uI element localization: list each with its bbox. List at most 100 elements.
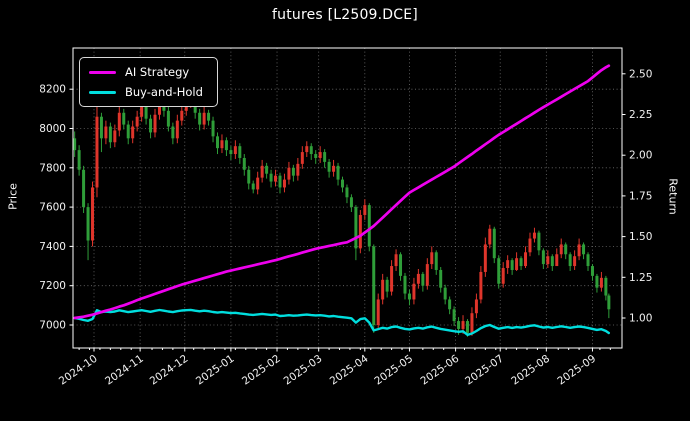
month-tick-label: 2025-01 [194, 353, 237, 388]
month-tick-label: 2025-05 [372, 353, 415, 388]
candle-body [358, 214, 362, 249]
price-tick-label: 7800 [39, 162, 66, 174]
candle-body [117, 112, 121, 131]
candle-body [573, 256, 577, 267]
candle-body [582, 244, 586, 255]
candle-body [416, 273, 420, 284]
legend-label-buy-and-hold: Buy-and-Hold [125, 85, 203, 99]
candle-body [448, 299, 452, 310]
candle-body [390, 266, 394, 292]
month-tick-label: 2025-04 [328, 352, 371, 387]
plot-frame [72, 47, 623, 349]
candle-body [126, 124, 130, 139]
candle-body [82, 169, 86, 208]
candle-body [434, 252, 438, 270]
candle-body [108, 126, 112, 143]
month-tick-label: 2025-08 [509, 353, 552, 388]
candle-body [470, 313, 474, 333]
candle-body [506, 260, 510, 269]
candle-body [492, 228, 496, 259]
candle-body [122, 112, 126, 125]
candle-body [354, 207, 358, 249]
candle-body [586, 254, 590, 267]
candle-body [229, 150, 233, 155]
candle-body [104, 126, 108, 139]
candle-body [282, 179, 286, 188]
ai-strategy-line-swatch [89, 70, 116, 74]
candle-body [546, 256, 550, 265]
candle-body [412, 283, 416, 300]
candle-body [309, 146, 313, 155]
candle-body [238, 146, 242, 158]
candle-body [180, 110, 184, 121]
candle-body [528, 238, 532, 253]
candle-body [336, 165, 340, 180]
candle-body [443, 287, 447, 300]
legend-label-ai-strategy: AI Strategy [125, 65, 190, 79]
candle-body [175, 120, 179, 139]
candle-body [559, 244, 563, 255]
candle-body [86, 207, 90, 241]
candle-body [224, 140, 228, 151]
candle-body [403, 275, 407, 294]
price-tick-label: 7000 [39, 320, 66, 332]
month-tick-label: 2025-02 [240, 353, 283, 388]
candle-body [247, 169, 251, 184]
candle-body [216, 136, 220, 149]
candle-body [367, 205, 371, 247]
month-tick-label: 2025-07 [463, 353, 506, 388]
candle-body [430, 252, 434, 265]
candle-body [497, 258, 501, 284]
candle-body [425, 264, 429, 286]
candle-body [269, 173, 273, 182]
candle-body [171, 126, 175, 139]
candle-body [207, 112, 211, 121]
candle-body [211, 120, 215, 137]
month-tick-label: 2024-12 [148, 353, 191, 388]
month-tick-label: 2025-06 [418, 352, 461, 387]
candle-body [296, 163, 300, 176]
candle-body [91, 187, 95, 241]
candle-body [474, 299, 478, 314]
candle-body [73, 138, 77, 151]
candle-body [483, 244, 487, 272]
return-tick-label: 1.50 [629, 231, 652, 243]
candle-body [332, 165, 336, 172]
candle-body [327, 161, 331, 172]
return-tick-label: 2.25 [629, 109, 652, 121]
candle-body [607, 295, 611, 310]
buy-and-hold-line-swatch [89, 90, 116, 94]
candle-body [568, 254, 572, 267]
left-axis-label: Price [6, 183, 20, 210]
candle-body [515, 258, 519, 270]
return-tick-label: 2.00 [629, 150, 652, 162]
return-tick-label: 1.25 [629, 272, 652, 284]
candle-body [381, 279, 385, 300]
candle-body [340, 179, 344, 188]
candle-body [524, 252, 528, 267]
candle-body [376, 299, 380, 325]
candle-body [300, 152, 304, 164]
candle-body [287, 167, 291, 180]
candle-body [537, 232, 541, 251]
candle-body [532, 232, 536, 239]
candle-body [144, 106, 148, 119]
chart-title: futures [L2509.DCE] [272, 7, 418, 23]
candle-body [421, 273, 425, 286]
candle-body [265, 165, 269, 174]
buy-and-hold-line [73, 308, 610, 336]
candle-body [166, 110, 170, 127]
candle-body [555, 254, 559, 267]
candle-body [363, 205, 367, 215]
candle-body [113, 130, 117, 143]
candle-body [99, 116, 103, 139]
candle-body [577, 244, 581, 257]
candle-body [385, 279, 389, 292]
candle-body [220, 140, 224, 149]
candle-body [550, 256, 554, 267]
candle-body [519, 258, 523, 267]
candle-body [323, 152, 327, 162]
candle-body [233, 146, 237, 155]
candle-body [131, 126, 135, 139]
month-tick-label: 2025-03 [282, 353, 325, 388]
